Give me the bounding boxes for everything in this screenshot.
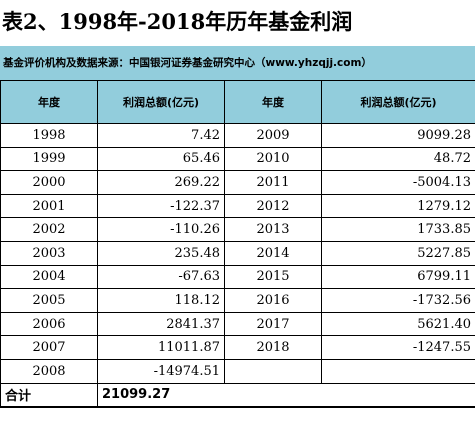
year-cell: 2008	[0, 358, 98, 384]
year-cell: 1998	[0, 123, 98, 148]
profit-cell: 65.46	[97, 146, 225, 172]
profit-cell: -1247.55	[321, 335, 475, 360]
profit-cell: 48.72	[321, 146, 475, 172]
year-cell: 2001	[0, 193, 98, 219]
profit-cell: -1732.56	[321, 288, 475, 313]
total-row: 合计 21099.27	[0, 382, 475, 408]
table-row: 2007 11011.87 2018 -1247.55	[0, 335, 475, 360]
year-cell: 2017	[224, 311, 322, 337]
year-cell: 2015	[224, 264, 322, 290]
table-row: 2002 -110.26 2013 1733.85	[0, 217, 475, 242]
header-profit-left: 利润总额(亿元)	[97, 80, 225, 124]
year-cell: 2003	[0, 240, 98, 266]
profit-cell: -110.26	[97, 217, 225, 242]
table-row: 2001 -122.37 2012 1279.12	[0, 193, 475, 219]
profit-cell: -5004.13	[321, 170, 475, 195]
table-title: 表2、1998年-2018年历年基金利润	[2, 9, 353, 34]
profit-cell: 118.12	[97, 288, 225, 313]
total-value: 21099.27	[97, 382, 475, 408]
year-cell: 2014	[224, 240, 322, 266]
profit-cell: -67.63	[97, 264, 225, 290]
year-cell: 2002	[0, 217, 98, 242]
profit-table: 年度 利润总额(亿元) 年度 利润总额(亿元) 1998 7.42 2009 9099…	[0, 80, 475, 408]
table-row: 2000 269.22 2011 -5004.13	[0, 170, 475, 195]
profit-cell: -122.37	[97, 193, 225, 219]
table-row: 1998 7.42 2009 9099.28	[0, 123, 475, 148]
year-cell: 2013	[224, 217, 322, 242]
year-cell: 2004	[0, 264, 98, 290]
profit-cell	[321, 358, 475, 384]
profit-cell: 11011.87	[97, 335, 225, 360]
profit-cell: 1733.85	[321, 217, 475, 242]
year-cell: 2005	[0, 288, 98, 313]
total-label: 合计	[0, 382, 98, 408]
header-year-right: 年度	[224, 80, 322, 124]
year-cell: 2018	[224, 335, 322, 360]
table-row: 2006 2841.37 2017 5621.40	[0, 311, 475, 337]
year-cell: 2009	[224, 123, 322, 148]
table-row: 1999 65.46 2010 48.72	[0, 146, 475, 172]
year-cell: 2010	[224, 146, 322, 172]
year-cell: 2007	[0, 335, 98, 360]
profit-cell: 7.42	[97, 123, 225, 148]
profit-cell: 2841.37	[97, 311, 225, 337]
header-profit-right: 利润总额(亿元)	[321, 80, 475, 124]
year-cell: 2000	[0, 170, 98, 195]
data-source-note: 基金评价机构及数据来源：中国银河证券基金研究中心（www.yhzqjj.com）	[0, 46, 475, 80]
header-year-left: 年度	[0, 80, 98, 124]
table-row: 2008 -14974.51	[0, 358, 475, 384]
year-cell: 2011	[224, 170, 322, 195]
year-cell: 2012	[224, 193, 322, 219]
profit-cell: 5621.40	[321, 311, 475, 337]
year-cell	[224, 358, 322, 384]
profit-cell: 235.48	[97, 240, 225, 266]
year-cell: 2006	[0, 311, 98, 337]
profit-cell: -14974.51	[97, 358, 225, 384]
table-row: 2003 235.48 2014 5227.85	[0, 240, 475, 266]
profit-cell: 5227.85	[321, 240, 475, 266]
profit-cell: 6799.11	[321, 264, 475, 290]
table-row: 2005 118.12 2016 -1732.56	[0, 288, 475, 313]
profit-cell: 269.22	[97, 170, 225, 195]
header-row: 年度 利润总额(亿元) 年度 利润总额(亿元)	[0, 80, 475, 124]
profit-cell: 9099.28	[321, 123, 475, 148]
year-cell: 2016	[224, 288, 322, 313]
table-row: 2004 -67.63 2015 6799.11	[0, 264, 475, 290]
profit-cell: 1279.12	[321, 193, 475, 219]
table-body: 1998 7.42 2009 9099.28 1999 65.46 2010 48.72 200…	[0, 123, 475, 408]
year-cell: 1999	[0, 146, 98, 172]
